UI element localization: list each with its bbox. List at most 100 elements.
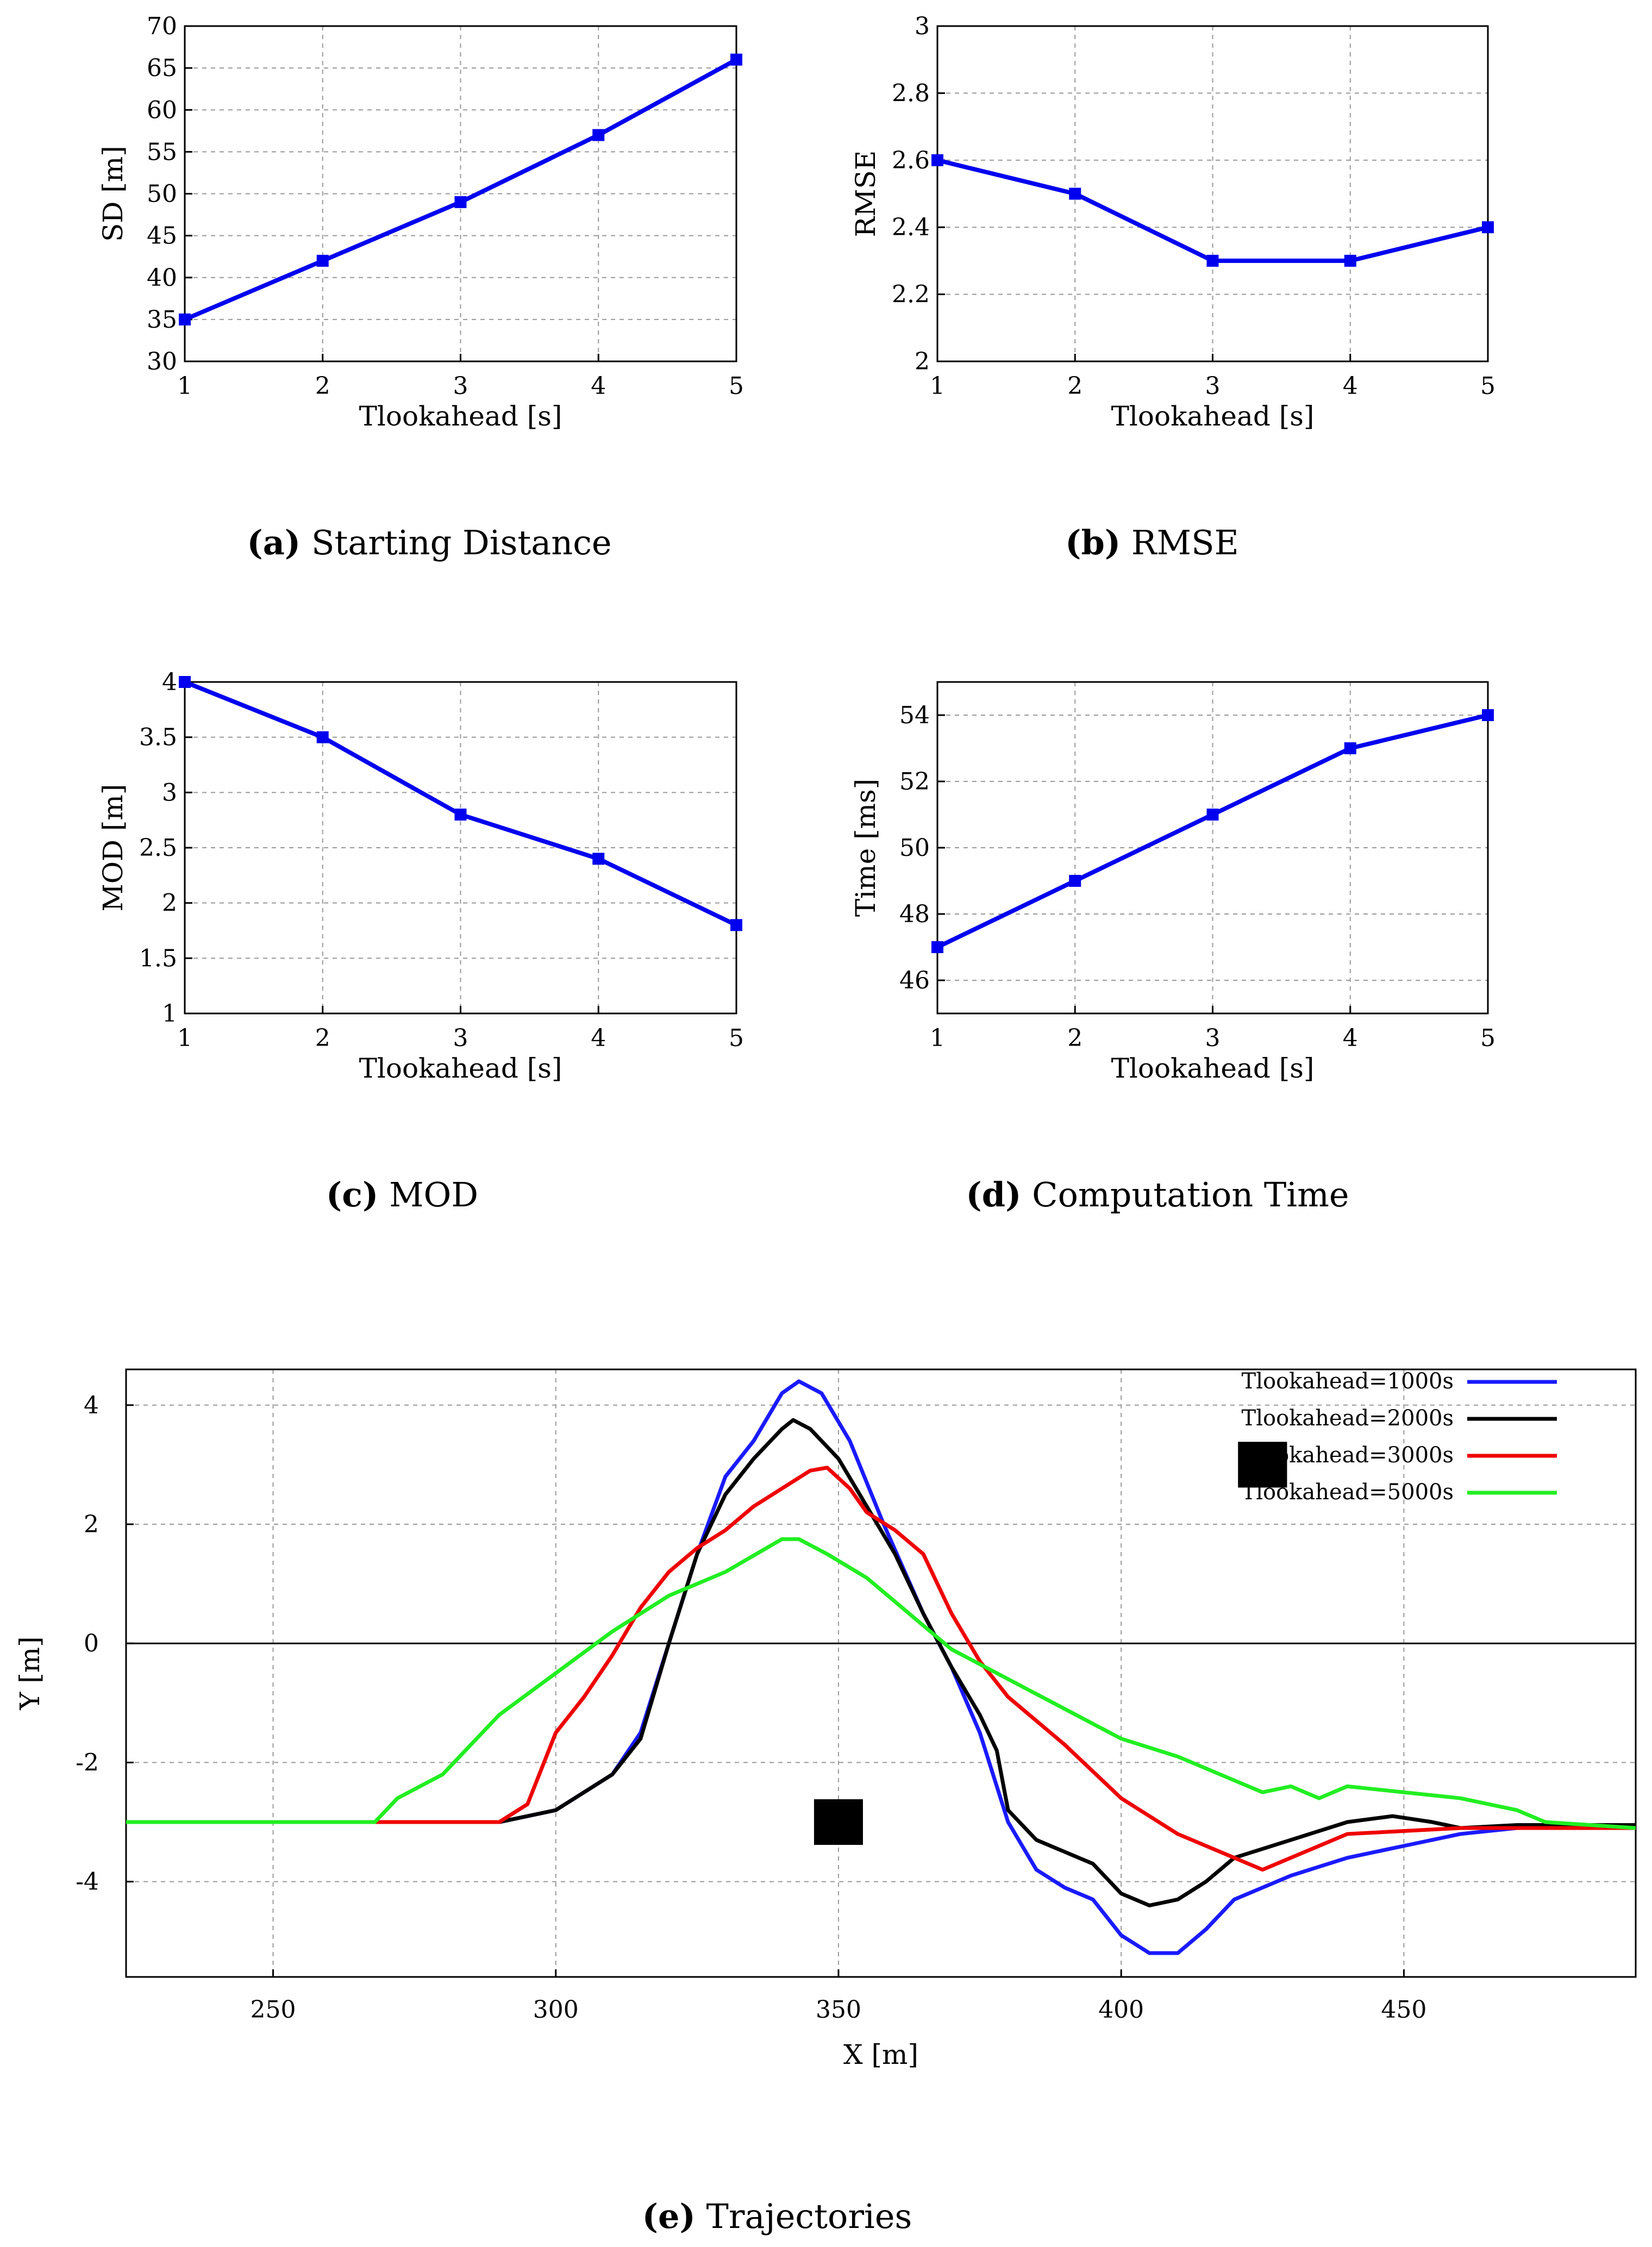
x-tick-label: 400 <box>1098 1996 1144 2024</box>
data-point <box>316 254 329 267</box>
caption-c: (c) MOD <box>326 1175 478 1215</box>
trajectory-line <box>126 1537 1636 1830</box>
y-tick-label: 2 <box>84 1511 99 1538</box>
y-tick-label: 1 <box>162 1000 177 1028</box>
data-point <box>1482 221 1494 234</box>
y-tick-label: 50 <box>899 834 930 862</box>
caption-e: (e) Trajectories <box>642 2196 912 2236</box>
x-tick-label: 350 <box>816 1996 861 2024</box>
data-point <box>454 809 467 821</box>
plot-frame <box>936 25 1489 362</box>
y-tick-label: 60 <box>147 96 177 124</box>
x-tick-label: 4 <box>591 1024 606 1052</box>
y-axis-label: Time [ms] <box>850 779 881 917</box>
obstacle-block <box>814 1799 863 1845</box>
x-tick-label: 1 <box>930 1024 945 1052</box>
x-tick-label: 5 <box>1480 1024 1495 1052</box>
y-tick-label: 70 <box>147 12 177 40</box>
plot-frame <box>184 681 737 1015</box>
y-tick-label: 4 <box>84 1392 99 1419</box>
x-tick-label: 450 <box>1381 1996 1426 2024</box>
plot-frame <box>125 1368 1637 1978</box>
x-tick-label: 3 <box>453 372 468 400</box>
x-tick-label: 3 <box>453 1024 468 1052</box>
data-point <box>730 53 742 66</box>
y-tick-label: 52 <box>899 768 930 796</box>
y-tick-label: 3.5 <box>139 724 177 752</box>
y-tick-label: 65 <box>147 54 177 82</box>
y-tick-label: 2.6 <box>892 147 930 174</box>
data-point <box>179 676 191 688</box>
trajectory-line <box>126 1418 1636 1907</box>
plot-frame <box>936 681 1489 1015</box>
data-point <box>1344 742 1356 754</box>
y-tick-label: 48 <box>899 900 930 928</box>
chart-panel-e: 250 300 350 400 450 -4 -2 0 2 4 X [m] Y [m] Tlookahe… <box>14 1368 1637 2070</box>
data-point <box>730 919 742 931</box>
y-tick-label: 0 <box>84 1630 99 1657</box>
y-tick-label: 4 <box>162 668 177 696</box>
caption-d: (d) Computation Time <box>966 1175 1349 1215</box>
y-tick-label: 2.2 <box>892 281 930 309</box>
data-point <box>1069 187 1081 200</box>
data-point <box>1206 254 1219 267</box>
x-tick-label: 1 <box>177 1024 192 1052</box>
legend-label: Tlookahead=2000s <box>1242 1406 1454 1431</box>
x-tick-label: 1 <box>177 372 192 400</box>
x-axis-label: Tlookahead [s] <box>1111 1053 1315 1084</box>
y-axis-label: Y [m] <box>14 1636 46 1710</box>
x-tick-label: 4 <box>591 372 606 400</box>
y-axis-label: RMSE <box>850 151 881 237</box>
y-tick-label: 2.8 <box>892 79 930 107</box>
x-tick-label: 4 <box>1343 1024 1358 1052</box>
data-point <box>931 154 943 166</box>
data-point <box>316 731 329 743</box>
data-point <box>1069 875 1081 887</box>
y-tick-label: 46 <box>899 967 930 994</box>
y-tick-label: 54 <box>899 702 930 729</box>
y-tick-label: 2.5 <box>139 834 177 862</box>
caption-a: (a) Starting Distance <box>247 523 611 562</box>
data-point <box>1206 809 1219 821</box>
y-tick-label: 40 <box>147 264 177 292</box>
x-tick-label: 3 <box>1205 1024 1221 1052</box>
y-tick-label: 2 <box>162 890 177 917</box>
x-tick-label: 2 <box>315 1024 330 1052</box>
x-tick-label: 2 <box>315 372 330 400</box>
x-tick-label: 2 <box>1067 1024 1082 1052</box>
trajectory-line <box>126 1466 1636 1872</box>
data-point <box>931 941 943 953</box>
y-axis-label: MOD [m] <box>97 784 129 912</box>
y-tick-label: -4 <box>76 1868 99 1896</box>
obstacle-block-front <box>1238 1442 1287 1488</box>
y-tick-label: 55 <box>147 138 177 166</box>
x-tick-label: 300 <box>533 1996 579 2024</box>
y-tick-label: 35 <box>147 306 177 334</box>
data-point <box>1344 254 1356 267</box>
data-point <box>592 129 605 141</box>
y-axis-label: SD [m] <box>97 146 129 242</box>
y-tick-label: 2 <box>915 348 930 375</box>
data-point <box>179 313 191 326</box>
x-tick-label: 5 <box>1480 372 1495 400</box>
y-tick-label: 45 <box>147 222 177 250</box>
x-tick-label: 5 <box>729 372 744 400</box>
x-tick-label: 1 <box>930 372 945 400</box>
x-tick-label: 250 <box>251 1996 296 2024</box>
data-point <box>454 196 467 208</box>
x-axis-label: Tlookahead [s] <box>359 400 562 432</box>
x-axis-label: X [m] <box>843 2039 918 2070</box>
x-tick-label: 2 <box>1067 372 1082 400</box>
x-tick-label: 4 <box>1343 372 1358 400</box>
caption-b: (b) RMSE <box>1065 523 1239 562</box>
x-axis-label: Tlookahead [s] <box>359 1053 562 1084</box>
y-tick-label: 1.5 <box>139 944 177 972</box>
x-axis-label: Tlookahead [s] <box>1111 400 1315 432</box>
plot-frame <box>184 25 737 362</box>
data-point <box>592 853 605 865</box>
y-tick-label: 2.4 <box>892 214 930 241</box>
y-tick-label: 50 <box>147 180 177 208</box>
y-tick-label: 3 <box>915 12 930 40</box>
